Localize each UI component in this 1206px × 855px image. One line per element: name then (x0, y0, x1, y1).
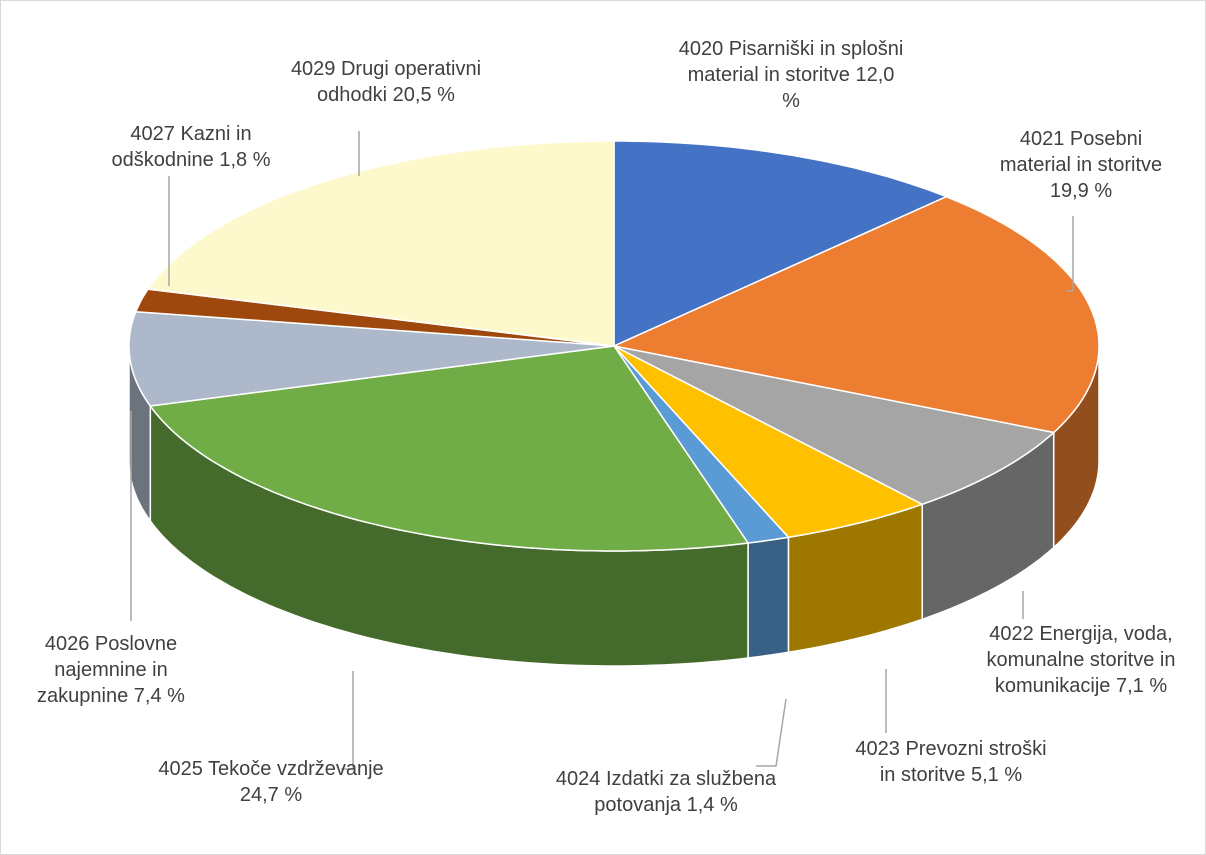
leader-line (341, 671, 354, 770)
category-label: 4027 Kazni in odškodnine (111, 123, 252, 171)
category-label: 4023 Prevozni stroški in storitve (855, 738, 1047, 786)
data-label: 4022 Energija, voda, komunalne storitve … (966, 621, 1196, 699)
value-label: 1,8 % (219, 149, 271, 171)
value-label: 7,4 % (133, 685, 185, 707)
data-label: 4025 Tekoče vzdrževanje 24,7 % (156, 756, 386, 808)
slice (148, 345, 750, 552)
category-label: 4021 Posebni material in storitve (999, 128, 1163, 176)
category-label: 4026 Poslovne najemnine in zakupnine (37, 633, 178, 707)
value-label: 19,9 % (1049, 180, 1113, 202)
slice (128, 310, 615, 407)
slice-side (747, 536, 790, 659)
data-label: 4024 Izdatki za službena potovanja 1,4 % (551, 766, 781, 818)
category-label: 4022 Energija, voda, komunalne storitve … (986, 623, 1176, 697)
value-label: 12,0 % (782, 64, 895, 112)
category-label: 4025 Tekoče vzdrževanje (158, 758, 384, 780)
data-label: 4027 Kazni in odškodnine 1,8 % (91, 121, 291, 173)
slice (613, 345, 925, 539)
leader-line (1066, 216, 1074, 292)
data-label: 4029 Drugi operativni odhodki 20,5 % (281, 56, 491, 108)
slice (613, 345, 790, 544)
slice (613, 345, 1056, 506)
slice (611, 195, 1100, 434)
slice (146, 140, 615, 347)
category-label: 4029 Drugi operativni odhodki (290, 58, 482, 106)
data-label: 4023 Prevozni stroški in storitve 5,1 % (851, 736, 1051, 788)
value-label: 7,1 % (1116, 675, 1168, 697)
data-label: 4021 Posebni material in storitve 19,9 % (986, 126, 1176, 204)
category-label: 4024 Izdatki za službena potovanja (555, 768, 777, 816)
leader-line (756, 698, 787, 767)
data-label: 4026 Poslovne najemnine in zakupnine 7,4… (6, 631, 216, 709)
slice (613, 140, 949, 348)
category-label: 4020 Pisarniški in splošni material in s… (678, 38, 904, 86)
value-label: 5,1 % (971, 764, 1023, 786)
value-label: 1,4 % (686, 794, 738, 816)
value-label: 20,5 % (392, 84, 455, 106)
data-label: 4020 Pisarniški in splošni material in s… (676, 36, 906, 114)
value-label: 24,7 % (239, 784, 303, 806)
